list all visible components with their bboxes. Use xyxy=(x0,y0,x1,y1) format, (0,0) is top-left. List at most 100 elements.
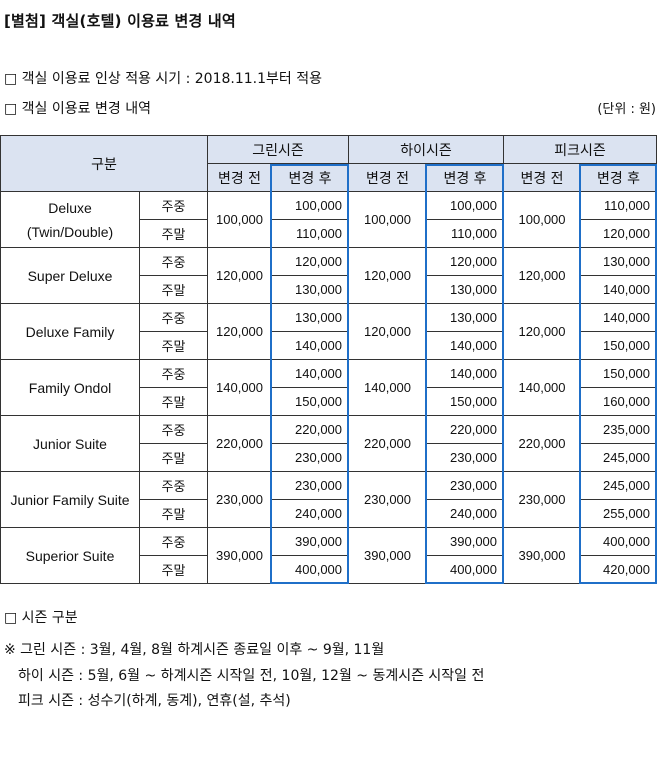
table-row: Junior Suite 주중 220,000 220,000 220,000 220,0… xyxy=(0,415,658,472)
high-before-price: 140,000 xyxy=(348,359,428,416)
room-type-name: Family Ondol xyxy=(28,379,112,396)
table-row: 주말 400,000 400,000 420,000 xyxy=(1,555,658,584)
peak-after-weekday-price: 140,000 xyxy=(580,303,658,332)
header-category: 구분 xyxy=(0,135,209,192)
peak-after-weekend-price: 120,000 xyxy=(580,219,658,248)
weekend-label: 주말 xyxy=(138,443,209,472)
header-before: 변경 전 xyxy=(348,163,428,192)
peak-before-price: 220,000 xyxy=(503,415,582,472)
room-type-name: Junior Suite xyxy=(33,435,107,452)
room-type: Super Deluxe xyxy=(0,247,140,304)
high-after-weekday-price: 130,000 xyxy=(426,303,505,332)
high-after-weekend-price: 110,000 xyxy=(426,219,505,248)
peak-after-weekend-price: 140,000 xyxy=(580,275,658,304)
weekend-label: 주말 xyxy=(138,219,209,248)
header-green-season: 그린시즌 xyxy=(207,135,350,164)
table-row: Superior Suite 주중 390,000 390,000 390,000 390… xyxy=(0,527,658,584)
green-after-weekend-price: 150,000 xyxy=(271,387,350,416)
unit-label: (단위 : 원) xyxy=(597,102,656,117)
high-after-weekday-price: 140,000 xyxy=(426,359,505,388)
green-after-weekend-price: 130,000 xyxy=(271,275,350,304)
high-after-weekday-price: 120,000 xyxy=(426,247,505,276)
weekend-label: 주말 xyxy=(138,555,209,584)
high-after-weekend-price: 150,000 xyxy=(426,387,505,416)
room-type: Junior Suite xyxy=(0,415,140,472)
weekday-label: 주중 xyxy=(138,527,209,556)
peak-after-weekday-price: 245,000 xyxy=(580,471,658,500)
rate-table: 구분 그린시즌 하이시즌 피크시즌 변경 전 변경 후 변경 전 변경 후 변경… xyxy=(0,135,658,584)
high-after-weekday-price: 100,000 xyxy=(426,191,505,220)
apply-date-line: □ 객실 이용료 인상 적용 시기 : 2018.11.1부터 적용 xyxy=(4,71,322,87)
green-before-price: 140,000 xyxy=(207,359,273,416)
peak-before-price: 120,000 xyxy=(503,247,582,304)
header-after: 변경 후 xyxy=(426,163,505,192)
weekend-label: 주말 xyxy=(138,331,209,360)
green-after-weekend-price: 140,000 xyxy=(271,331,350,360)
room-type: Junior Family Suite xyxy=(0,471,140,528)
green-before-price: 230,000 xyxy=(207,471,273,528)
high-before-price: 100,000 xyxy=(348,191,428,248)
header-after: 변경 후 xyxy=(271,163,350,192)
table-row: Super Deluxe 주중 120,000 120,000 120,000 120,0… xyxy=(0,247,658,304)
high-after-weekday-price: 230,000 xyxy=(426,471,505,500)
weekday-label: 주중 xyxy=(138,415,209,444)
peak-after-weekday-price: 235,000 xyxy=(580,415,658,444)
green-after-weekend-price: 400,000 xyxy=(271,555,350,584)
green-season-note: ※ 그린 시즌 : 3월, 4월, 8월 하계시즌 종료일 이후 ~ 9월, 1… xyxy=(4,642,385,658)
peak-after-weekend-price: 150,000 xyxy=(580,331,658,360)
page-title: [별첨] 객실(호텔) 이용료 변경 내역 xyxy=(4,12,236,30)
green-after-weekday-price: 390,000 xyxy=(271,527,350,556)
weekend-label: 주말 xyxy=(138,499,209,528)
weekday-label: 주중 xyxy=(138,471,209,500)
green-after-weekday-price: 230,000 xyxy=(271,471,350,500)
high-after-weekend-price: 240,000 xyxy=(426,499,505,528)
peak-after-weekday-price: 110,000 xyxy=(580,191,658,220)
peak-after-weekday-price: 150,000 xyxy=(580,359,658,388)
high-after-weekend-price: 130,000 xyxy=(426,275,505,304)
table-row: Deluxe Family 주중 120,000 130,000 120,000 130,… xyxy=(0,303,658,360)
peak-after-weekday-price: 400,000 xyxy=(580,527,658,556)
green-after-weekend-price: 230,000 xyxy=(271,443,350,472)
weekday-label: 주중 xyxy=(138,191,209,220)
weekend-label: 주말 xyxy=(138,275,209,304)
green-after-weekday-price: 130,000 xyxy=(271,303,350,332)
table-row: 주말 240,000 240,000 255,000 xyxy=(1,499,658,528)
header-after: 변경 후 xyxy=(580,163,658,192)
table-row: Family Ondol 주중 140,000 140,000 140,000 140,0… xyxy=(0,359,658,416)
season-heading: □ 시즌 구분 xyxy=(4,610,78,626)
high-before-price: 120,000 xyxy=(348,247,428,304)
table-row: 주말 150,000 150,000 160,000 xyxy=(1,387,658,416)
header-before: 변경 전 xyxy=(503,163,582,192)
weekday-label: 주중 xyxy=(138,247,209,276)
peak-after-weekend-price: 420,000 xyxy=(580,555,658,584)
header-high-season: 하이시즌 xyxy=(348,135,505,164)
room-type-name: Super Deluxe xyxy=(27,267,113,284)
peak-before-price: 120,000 xyxy=(503,303,582,360)
high-before-price: 390,000 xyxy=(348,527,428,584)
peak-before-price: 100,000 xyxy=(503,191,582,248)
high-after-weekend-price: 400,000 xyxy=(426,555,505,584)
high-after-weekday-price: 390,000 xyxy=(426,527,505,556)
room-type-name: Junior Family Suite xyxy=(10,491,130,508)
room-type-name: Deluxe xyxy=(48,199,92,216)
green-before-price: 120,000 xyxy=(207,247,273,304)
table-row: 주말 130,000 130,000 140,000 xyxy=(1,275,658,304)
green-after-weekend-price: 110,000 xyxy=(271,219,350,248)
high-after-weekday-price: 220,000 xyxy=(426,415,505,444)
room-type: Family Ondol xyxy=(0,359,140,416)
peak-before-price: 390,000 xyxy=(503,527,582,584)
header-peak-season: 피크시즌 xyxy=(503,135,658,164)
room-type-subname: (Twin/Double) xyxy=(26,223,114,240)
high-season-note: 하이 시즌 : 5월, 6월 ~ 하계시즌 시작일 전, 10월, 12월 ~ … xyxy=(18,668,485,684)
table-row: 주말 140,000 140,000 150,000 xyxy=(1,331,658,360)
green-before-price: 220,000 xyxy=(207,415,273,472)
high-before-price: 220,000 xyxy=(348,415,428,472)
high-before-price: 230,000 xyxy=(348,471,428,528)
weekday-label: 주중 xyxy=(138,303,209,332)
changes-heading: □ 객실 이용료 변경 내역 xyxy=(4,101,151,117)
peak-after-weekend-price: 255,000 xyxy=(580,499,658,528)
green-after-weekday-price: 120,000 xyxy=(271,247,350,276)
green-after-weekend-price: 240,000 xyxy=(271,499,350,528)
peak-before-price: 230,000 xyxy=(503,471,582,528)
weekend-label: 주말 xyxy=(138,387,209,416)
